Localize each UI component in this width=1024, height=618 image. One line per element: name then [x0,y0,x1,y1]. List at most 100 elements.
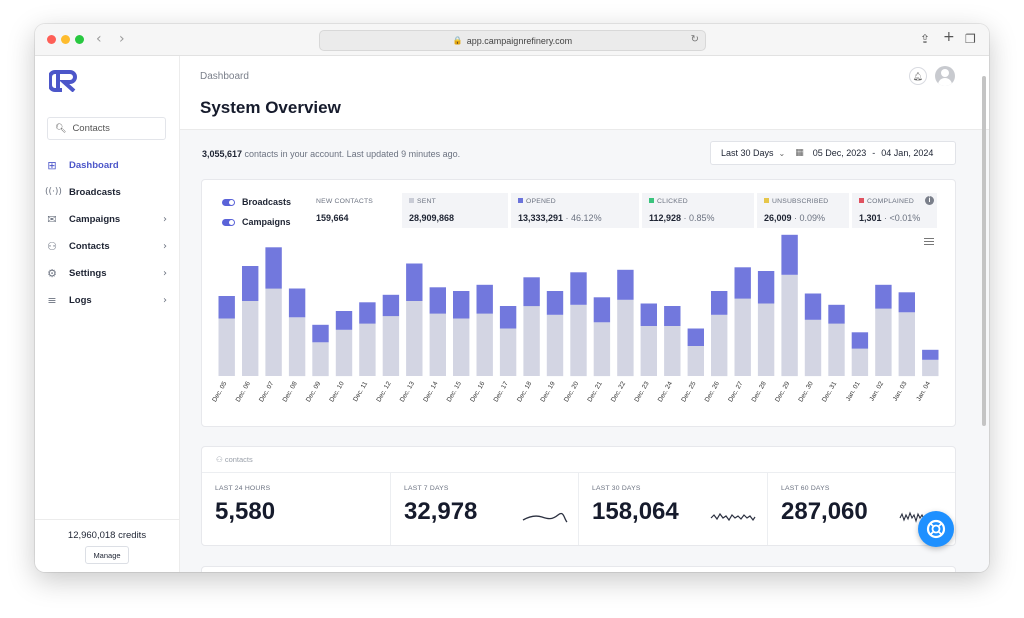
campaign-refinery-logo[interactable] [49,70,79,92]
sidebar-item-label: Campaigns [69,213,121,225]
maximize-window-button[interactable] [75,35,84,44]
bar-sent-18[interactable] [640,326,657,376]
address-bar[interactable]: 🔒 app.campaignrefinery.com ↻ [319,30,706,51]
bar-opened-25[interactable] [804,293,822,320]
bar-sent-9[interactable] [429,313,446,377]
avatar[interactable] [935,66,955,86]
bar-opened-8[interactable] [406,263,423,302]
bar-opened-5[interactable] [335,311,353,330]
bar-sent-15[interactable] [570,304,587,377]
sidebar-item-campaigns[interactable]: ✉ Campaigns › [35,207,179,231]
forward-arrow-icon[interactable]: › [119,31,125,47]
bar-sent-12[interactable] [499,328,517,377]
bar-sent-26[interactable] [828,323,845,377]
broadcasts-toggle[interactable] [222,199,235,206]
minimize-window-button[interactable] [61,35,70,44]
bar-sent-28[interactable] [875,308,892,377]
sidebar-item-settings[interactable]: ⚙ Settings › [35,261,179,285]
bar-sent-6[interactable] [359,323,376,377]
bar-sent-3[interactable] [288,317,306,377]
bar-opened-27[interactable] [851,332,869,349]
scrollbar[interactable] [982,76,986,426]
bar-sent-27[interactable] [851,348,869,377]
bar-sent-25[interactable] [804,319,822,377]
bar-opened-2[interactable] [265,247,282,289]
bar-opened-26[interactable] [828,304,845,324]
bar-opened-20[interactable] [687,328,704,347]
bar-opened-13[interactable] [523,277,540,307]
breadcrumb[interactable]: Dashboard [200,71,249,82]
bar-opened-24[interactable] [781,234,798,275]
bar-opened-22[interactable] [734,267,751,299]
reload-icon[interactable]: ↻ [690,34,699,45]
bar-opened-30[interactable] [922,349,939,360]
tab-overview-icon[interactable]: ❐ [965,32,976,46]
share-icon[interactable]: ⇪ [920,32,931,46]
bar-opened-6[interactable] [359,302,376,324]
bar-sent-17[interactable] [617,299,634,377]
bar-sent-11[interactable] [476,313,493,377]
bar-opened-19[interactable] [664,306,681,326]
bar-opened-15[interactable] [570,272,587,305]
start-date[interactable]: 05 Dec, 2023 [812,148,867,158]
bar-opened-10[interactable] [453,291,470,319]
bar-sent-22[interactable] [734,298,751,377]
stat-label: UNSUBSCRIBED [772,198,829,205]
bar-sent-24[interactable] [781,274,798,377]
end-date[interactable]: 04 Jan, 2024 [881,148,934,158]
manage-button[interactable]: Manage [85,546,129,564]
stat-label: OPENED [526,198,556,205]
bar-sent-14[interactable] [546,314,564,377]
bar-opened-3[interactable] [288,288,306,318]
bar-opened-14[interactable] [546,291,564,315]
bar-sent-23[interactable] [757,303,775,377]
bar-sent-8[interactable] [406,301,423,376]
info-icon[interactable]: i [925,196,934,205]
bar-opened-4[interactable] [312,324,329,343]
page-title: System Overview [200,98,341,117]
bar-sent-10[interactable] [453,318,470,377]
bar-sent-16[interactable] [593,322,611,377]
bar-sent-13[interactable] [523,306,540,376]
bar-sent-20[interactable] [687,346,704,376]
sidebar-item-dashboard[interactable]: ⊞ Dashboard [35,153,179,177]
date-range-filter[interactable]: Last 30 Days ⌄ ▦ 05 Dec, 2023 - 04 Jan, … [710,141,956,165]
bar-sent-21[interactable] [711,314,728,377]
bar-opened-0[interactable] [218,296,235,319]
back-arrow-icon[interactable]: ‹ [96,31,102,47]
sidebar-search-input[interactable]: 🔍︎ Contacts [47,117,166,140]
new-tab-icon[interactable]: + [943,29,955,45]
sidebar-item-broadcasts[interactable]: ((·)) Broadcasts [35,180,179,204]
bar-sent-4[interactable] [312,342,329,377]
bar-sent-29[interactable] [898,312,915,377]
bar-sent-7[interactable] [382,316,400,376]
bar-opened-12[interactable] [499,306,517,329]
bar-sent-30[interactable] [922,359,939,377]
sidebar-item-contacts[interactable]: ⚇ Contacts › [35,234,179,258]
bar-opened-18[interactable] [640,303,657,327]
bar-sent-2[interactable] [265,288,282,377]
sidebar-item-logs[interactable]: ≡ Logs › [35,288,179,312]
help-button[interactable] [918,511,954,547]
bar-opened-21[interactable] [711,291,728,315]
range-select[interactable]: Last 30 Days [721,148,774,158]
bar-sent-1[interactable] [242,301,259,376]
bar-sent-0[interactable] [218,318,235,377]
chart-menu-icon[interactable] [924,238,934,247]
stat-divider [767,473,768,545]
bar-opened-28[interactable] [875,284,892,309]
bar-opened-1[interactable] [242,266,259,301]
bar-opened-17[interactable] [617,269,634,300]
bell-icon[interactable]: 🔔︎ [909,67,927,85]
bar-opened-9[interactable] [429,287,446,314]
bar-sent-5[interactable] [335,329,353,377]
close-window-button[interactable] [47,35,56,44]
bar-opened-29[interactable] [898,292,915,313]
bar-opened-16[interactable] [593,297,611,323]
bar-opened-7[interactable] [382,294,400,317]
bar-opened-23[interactable] [757,271,775,304]
campaigns-toggle[interactable] [222,219,235,226]
bar-opened-11[interactable] [476,284,493,314]
stat-sent: SENT 28,909,868 [402,193,508,228]
bar-sent-19[interactable] [664,326,681,376]
